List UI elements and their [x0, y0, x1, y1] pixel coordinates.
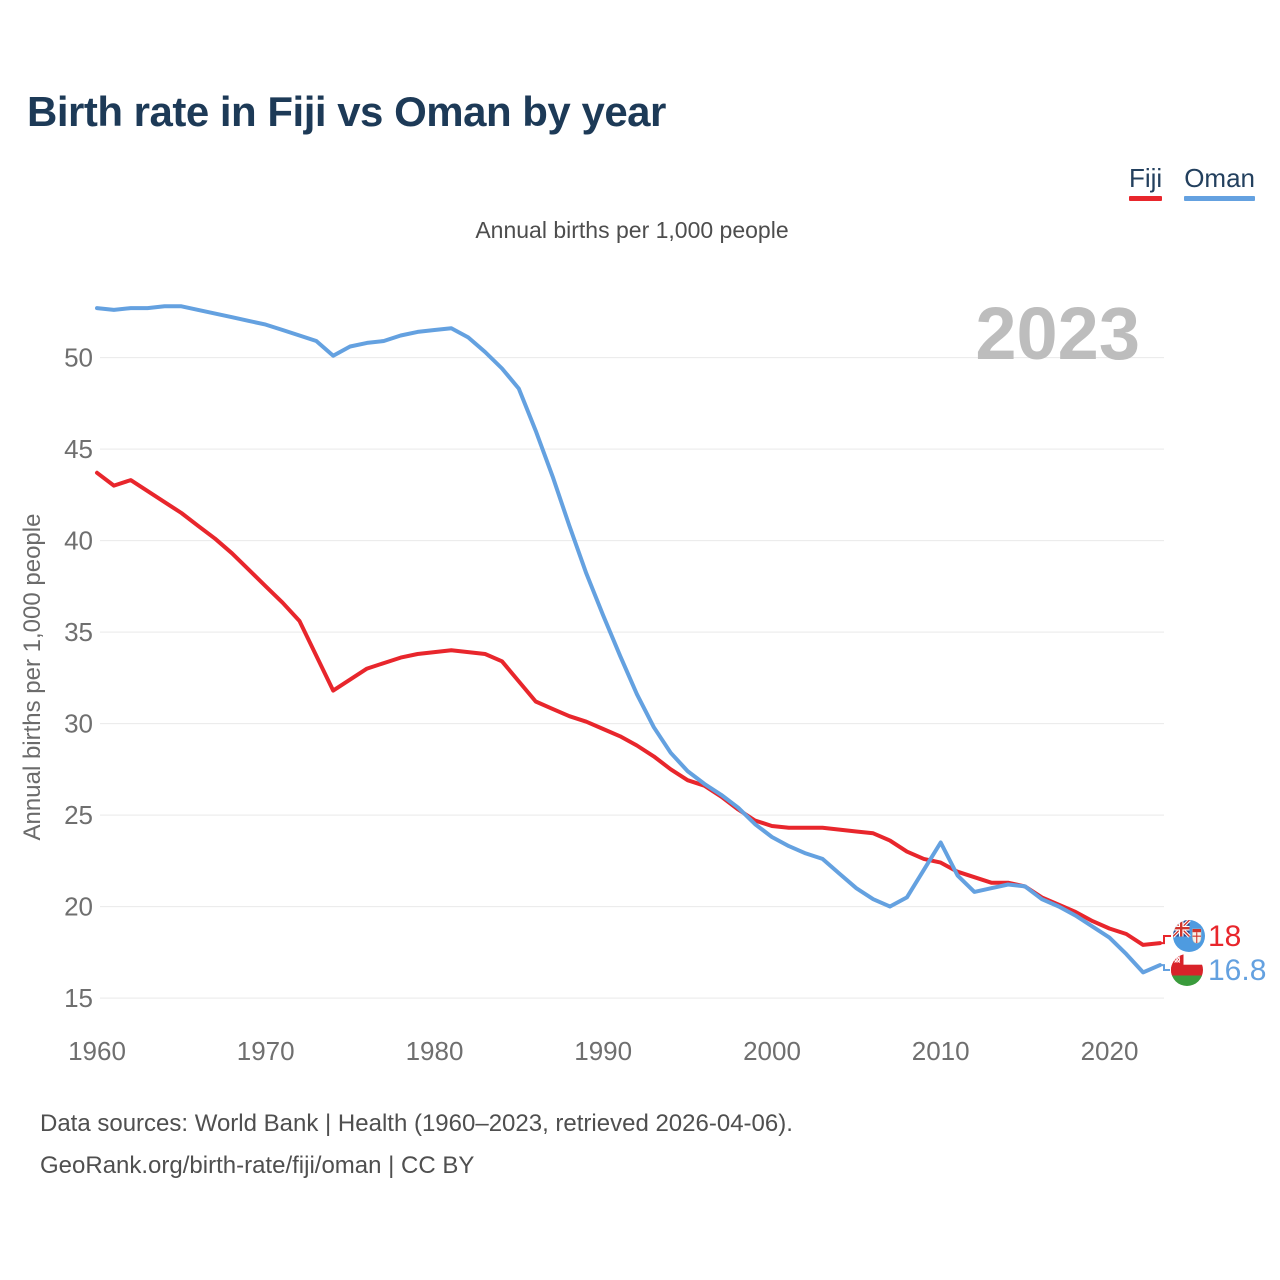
- legend-label-oman: Oman: [1184, 163, 1255, 193]
- fiji-leader-line: [1160, 935, 1171, 945]
- legend-label-fiji: Fiji: [1128, 163, 1163, 193]
- x-tick-2000: 2000: [743, 1036, 801, 1066]
- x-tick-1960: 1960: [68, 1036, 126, 1066]
- x-tick-1980: 1980: [406, 1036, 464, 1066]
- y-tick-50: 50: [64, 343, 93, 373]
- oman-flag-icon: [1171, 954, 1203, 986]
- x-tick-2020: 2020: [1081, 1036, 1139, 1066]
- y-tick-40: 40: [64, 526, 93, 556]
- chart-subtitle: Annual births per 1,000 people: [475, 217, 789, 243]
- y-axis-ticks: 15 20 25 30 35 40 45 50: [64, 343, 93, 1014]
- y-tick-15: 15: [64, 983, 93, 1013]
- y-tick-45: 45: [64, 434, 93, 464]
- data-sources-line: Data sources: World Bank | Health (1960–…: [40, 1110, 793, 1137]
- x-axis-ticks: 1960 1970 1980 1990 2000 2010 2020: [68, 1036, 1138, 1066]
- x-tick-1990: 1990: [574, 1036, 632, 1066]
- oman-end-value: 16.8: [1208, 954, 1266, 987]
- x-tick-2010: 2010: [912, 1036, 970, 1066]
- source-url-line: GeoRank.org/birth-rate/fiji/oman | CC BY: [40, 1152, 475, 1179]
- year-watermark: 2023: [975, 292, 1140, 375]
- oman-leader-line: [1160, 964, 1170, 971]
- y-tick-25: 25: [64, 800, 93, 830]
- legend-item-fiji[interactable]: Fiji: [1128, 163, 1163, 201]
- page-title: Birth rate in Fiji vs Oman by year: [27, 88, 666, 135]
- legend-item-oman[interactable]: Oman: [1184, 163, 1255, 201]
- fiji-line[interactable]: [95, 470, 1162, 947]
- fiji-end-value: 18: [1208, 920, 1241, 953]
- x-tick-1970: 1970: [237, 1036, 295, 1066]
- legend-swatch-oman: [1184, 196, 1255, 201]
- y-tick-20: 20: [64, 892, 93, 922]
- y-tick-35: 35: [64, 617, 93, 647]
- legend: Fiji Oman: [1128, 163, 1255, 201]
- y-axis-title: Annual births per 1,000 people: [19, 514, 46, 841]
- oman-line[interactable]: [95, 304, 1162, 975]
- footer: Data sources: World Bank | Health (1960–…: [40, 1103, 793, 1187]
- legend-swatch-fiji: [1128, 196, 1163, 201]
- fiji-flag-icon: [1173, 920, 1205, 952]
- y-tick-30: 30: [64, 709, 93, 739]
- gridlines: [100, 357, 1164, 999]
